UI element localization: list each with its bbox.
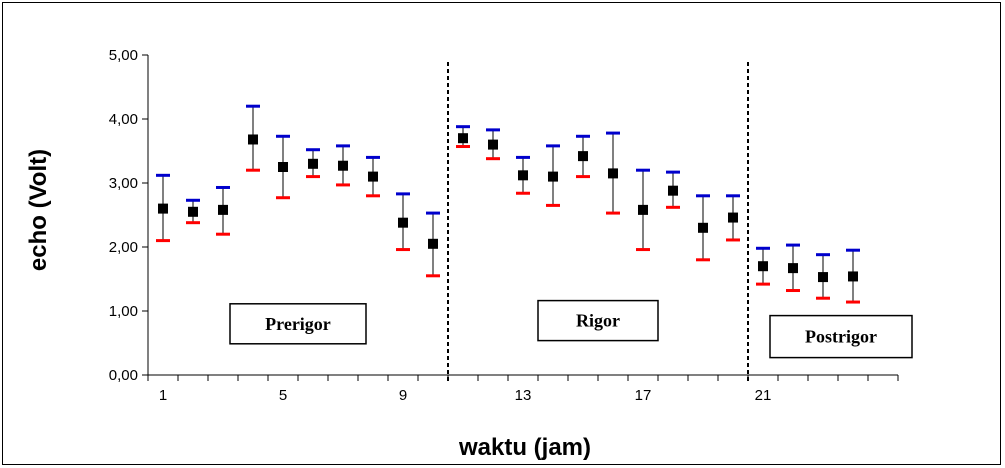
data-point-marker bbox=[278, 162, 288, 172]
x-ticks: 1 5 9 13 17 21 bbox=[147, 375, 899, 404]
phase-box-frame bbox=[537, 299, 659, 342]
data-point-marker bbox=[638, 204, 648, 215]
y-axis-title: echo (Volt) bbox=[25, 149, 52, 271]
axes bbox=[147, 55, 898, 376]
data-point-marker bbox=[368, 171, 378, 182]
y-tick-label: 0,00 bbox=[109, 367, 138, 384]
y-tick-label: 3,00 bbox=[109, 175, 138, 192]
x-axis-title: waktu (jam) bbox=[458, 434, 591, 461]
data-point-marker bbox=[578, 151, 588, 162]
data-point-marker bbox=[458, 133, 468, 144]
y-tick-label: 2,00 bbox=[109, 239, 138, 256]
x-tick-label: 1 bbox=[159, 387, 167, 404]
data-point-marker bbox=[728, 212, 738, 223]
phase-dividers bbox=[447, 62, 749, 383]
phase-labels: Prerigor Rigor Postrigor bbox=[229, 299, 913, 359]
y-tick-label: 5,00 bbox=[109, 47, 138, 64]
phase-box-frame bbox=[769, 314, 913, 359]
x-tick-label: 21 bbox=[755, 387, 772, 404]
phase-label-text: Postrigor bbox=[805, 327, 877, 347]
x-tick-label: 17 bbox=[635, 387, 652, 404]
data-point-marker bbox=[818, 272, 828, 283]
y-ticks: 0,00 1,00 2,00 3,00 4,00 5,00 bbox=[109, 47, 148, 384]
data-point-marker bbox=[608, 168, 618, 179]
data-point-marker bbox=[758, 261, 768, 272]
data-point-marker bbox=[668, 185, 678, 196]
y-tick-label: 4,00 bbox=[109, 111, 138, 128]
data-point-marker bbox=[338, 160, 348, 171]
error-bars bbox=[156, 104, 860, 304]
y-tick-label: 1,00 bbox=[109, 303, 138, 320]
data-point-marker bbox=[548, 171, 558, 182]
phase-label-box: Rigor bbox=[537, 299, 659, 342]
data-point-marker bbox=[398, 217, 408, 228]
data-markers bbox=[158, 133, 858, 283]
phase-box-frame bbox=[229, 303, 367, 345]
phase-label-text: Prerigor bbox=[265, 314, 331, 334]
x-tick-label: 5 bbox=[279, 387, 287, 404]
x-tick-label: 13 bbox=[515, 387, 532, 404]
phase-label-box: Postrigor bbox=[769, 314, 913, 359]
data-point-marker bbox=[188, 206, 198, 217]
data-point-marker bbox=[248, 134, 258, 145]
data-point-marker bbox=[698, 222, 708, 233]
data-point-marker bbox=[158, 203, 168, 214]
data-point-marker bbox=[218, 204, 228, 215]
x-tick-label: 9 bbox=[399, 387, 407, 404]
data-point-marker bbox=[518, 170, 528, 181]
data-point-marker bbox=[788, 263, 798, 274]
data-point-marker bbox=[488, 139, 498, 150]
data-point-marker bbox=[308, 158, 318, 169]
data-point-marker bbox=[848, 271, 858, 282]
data-point-marker bbox=[428, 238, 438, 249]
phase-label-text: Rigor bbox=[576, 311, 620, 331]
phase-label-box: Prerigor bbox=[229, 303, 367, 345]
